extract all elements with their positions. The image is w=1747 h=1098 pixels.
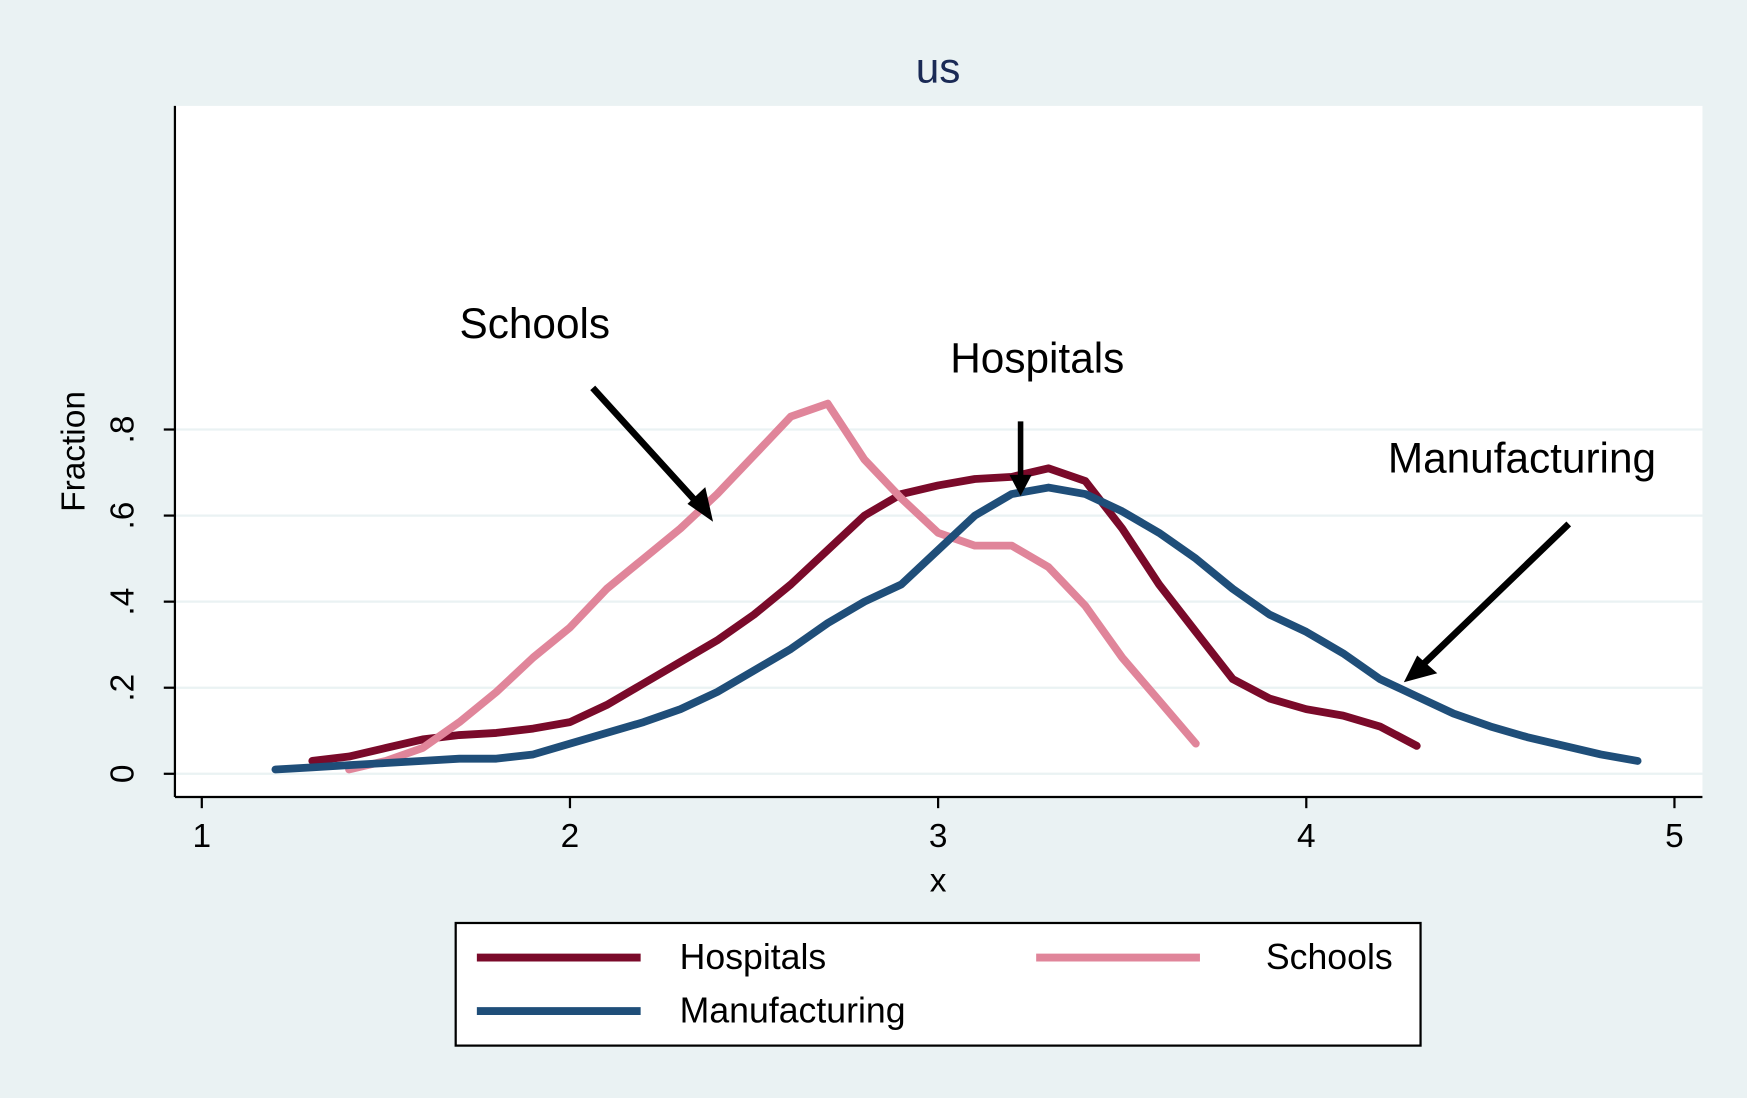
data-line (271, 483, 1642, 774)
lines (271, 399, 1642, 774)
legend-entries: Hospitals Schools Manufacturing (476, 937, 1393, 1031)
annotation: Hospitals (950, 334, 1124, 381)
arrowhead (1009, 474, 1032, 497)
plot-area (174, 105, 1703, 798)
legend (454, 921, 1422, 1047)
x-axis-label: x (930, 863, 947, 900)
x-tick-label: 2 (561, 818, 580, 855)
y-axis-label: Fraction (56, 391, 93, 512)
y-tick-label: .4 (105, 588, 142, 616)
y-tick-label: .6 (105, 502, 142, 530)
chart-title: us (916, 45, 961, 92)
legend-label: Hospitals (680, 937, 827, 977)
grid (174, 428, 1703, 775)
y-tick-label: 0 (105, 764, 142, 783)
annotation-arrow (1412, 521, 1572, 675)
data-line (308, 464, 1421, 765)
legend-label: Schools (1266, 937, 1393, 977)
x-tick-label: 5 (1665, 818, 1684, 855)
y-tick-label: .8 (105, 416, 142, 444)
arrowhead (1403, 655, 1438, 683)
y-tick-label: .2 (105, 674, 142, 702)
annotation: Schools (460, 300, 611, 347)
ticks: 0 .2 .4 .6 .8 1 2 3 4 5 (105, 416, 1684, 856)
arrowhead (687, 487, 714, 522)
legend-label: Manufacturing (680, 991, 906, 1031)
x-tick-label: 1 (193, 818, 212, 855)
data-line (345, 399, 1200, 774)
annotation: Manufacturing (1388, 435, 1656, 482)
x-tick-label: 4 (1297, 818, 1316, 855)
x-tick-label: 3 (929, 818, 948, 855)
annotation-arrow (590, 385, 707, 513)
